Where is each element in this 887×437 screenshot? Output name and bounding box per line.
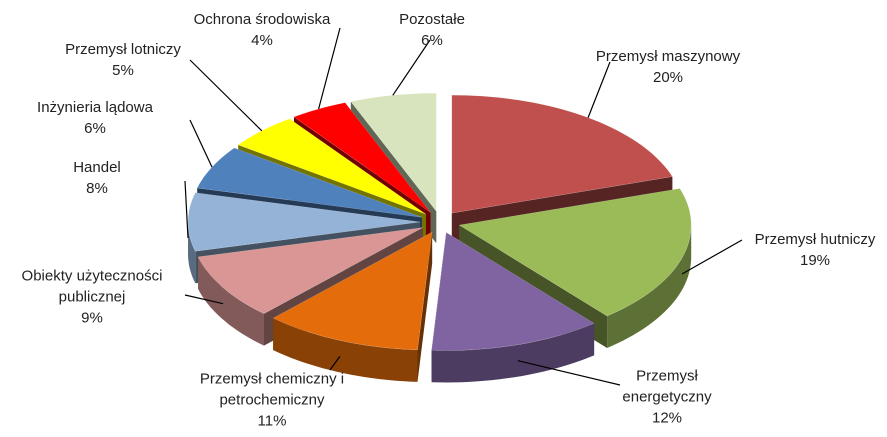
slice	[187, 192, 421, 252]
label-value: 11%	[257, 412, 287, 430]
data-label: Przemysł lotniczy 5%	[43, 39, 203, 81]
label-value: 8%	[86, 180, 108, 197]
slice-side	[417, 232, 433, 382]
label-value: 5%	[112, 62, 134, 79]
leader-line	[189, 119, 213, 168]
leader-line	[318, 27, 341, 110]
label-value: 6%	[421, 32, 443, 49]
label-name: Przemysł maszynowy	[595, 48, 741, 65]
leader-line	[681, 239, 743, 275]
leader-line	[329, 356, 341, 371]
label-value: 12%	[651, 409, 683, 427]
data-label: Handel 8%	[57, 157, 137, 199]
slice	[431, 232, 595, 351]
data-label: Przemysł chemiczny i petrochemiczny 11%	[187, 369, 357, 432]
label-value: 4%	[251, 32, 273, 49]
leader-line	[184, 180, 189, 239]
leader-line	[517, 360, 621, 386]
label-name: Handel	[73, 159, 121, 176]
label-value: 9%	[81, 309, 103, 327]
leader-line	[184, 294, 224, 305]
leader-line	[587, 61, 611, 118]
data-label: Inżynieria lądowa 6%	[20, 97, 170, 139]
label-name: Ochrona środowiska	[193, 11, 331, 28]
label-value: 19%	[799, 252, 831, 269]
leader-line	[189, 59, 263, 132]
slice-wall	[198, 256, 264, 346]
data-label: Obiekty użyteczności publicznej 9%	[2, 266, 182, 329]
label-name: Przemysł lotniczy	[65, 41, 181, 58]
label-name: Inżynieria lądowa	[37, 99, 153, 116]
label-name: Przemysł energetyczny	[622, 367, 712, 406]
data-label: Przemysł maszynowy 20%	[568, 46, 768, 88]
slice	[272, 231, 433, 351]
slice-wall	[607, 225, 692, 348]
data-label: Ochrona środowiska 4%	[172, 9, 352, 51]
slice-wall	[188, 222, 196, 284]
data-label: Pozostałe 6%	[382, 9, 482, 51]
leader-line	[392, 39, 431, 96]
data-label: Przemysł hutniczy 19%	[735, 229, 887, 271]
label-name: Obiekty użyteczności publicznej	[21, 267, 163, 306]
label-value: 6%	[84, 120, 106, 137]
slice-wall	[431, 323, 595, 383]
label-name: Pozostałe	[399, 11, 465, 28]
label-name: Przemysł chemiczny i petrochemiczny	[199, 370, 345, 409]
label-value: 20%	[652, 69, 684, 86]
label-name: Przemysł hutniczy	[754, 231, 876, 248]
slice-wall	[273, 318, 418, 382]
slice	[458, 188, 692, 317]
slice	[197, 227, 423, 314]
data-label: Przemysł energetyczny 12%	[597, 366, 737, 429]
